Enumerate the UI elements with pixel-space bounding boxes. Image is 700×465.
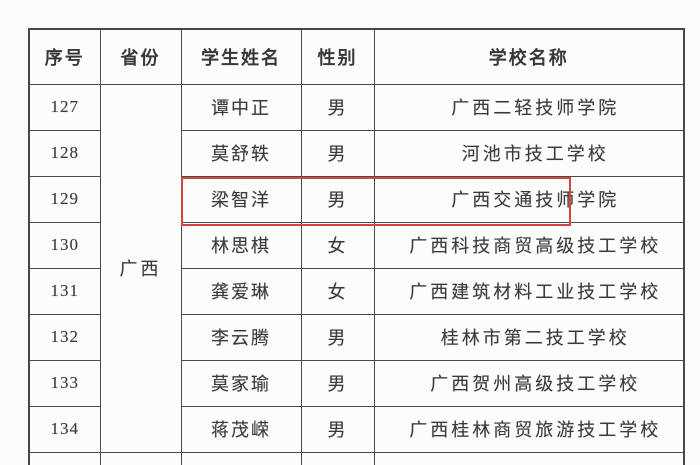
cell-gender: 女 [300, 267, 375, 315]
cell-school [373, 451, 685, 465]
cell-no: 130 [28, 221, 101, 269]
cell-gender: 男 [300, 405, 375, 453]
cell-school: 桂林市第二技工学校 [373, 313, 685, 361]
cell-school: 河池市技工学校 [373, 129, 685, 177]
cell-student-name: 林思棋 [180, 221, 302, 269]
cell-student-name: 李云腾 [180, 313, 302, 361]
cell-no: 131 [28, 267, 101, 315]
cell-school: 广西二轻技师学院 [373, 83, 685, 131]
table-row: 131 龚爱琳 女 广西建筑材料工业技工学校 [28, 267, 685, 315]
table-row-partial [28, 451, 685, 465]
cell-no: 129 [28, 175, 101, 223]
header-no: 序号 [28, 28, 101, 85]
header-school-name: 学校名称 [373, 28, 685, 85]
table-row: 134 蒋茂嵘 男 广西桂林商贸旅游技工学校 [28, 405, 685, 453]
header-province: 省份 [99, 28, 182, 85]
table-row-highlighted: 129 梁智洋 男 广西交通技师学院 [28, 175, 685, 223]
province-merged-cell: 广西 [99, 83, 182, 453]
cell-gender: 男 [300, 359, 375, 407]
cell-gender: 男 [300, 129, 375, 177]
cell-gender: 男 [300, 83, 375, 131]
cell-gender: 男 [300, 313, 375, 361]
header-student-name: 学生姓名 [180, 28, 302, 85]
cell-school: 广西交通技师学院 [373, 175, 685, 223]
cell-student-name: 梁智洋 [180, 175, 302, 223]
table-header-row: 序号 省份 学生姓名 性别 学校名称 [28, 28, 685, 85]
cell-no: 133 [28, 359, 101, 407]
header-gender: 性别 [300, 28, 375, 85]
table-row: 128 莫舒轶 男 河池市技工学校 [28, 129, 685, 177]
student-roster-table: 序号 省份 学生姓名 性别 学校名称 127 广西 谭中正 男 广西二轻技师学院… [28, 28, 685, 465]
cell-student-name: 龚爱琳 [180, 267, 302, 315]
cell-no: 132 [28, 313, 101, 361]
cell-student-name: 蒋茂嵘 [180, 405, 302, 453]
cell-student-name: 莫舒轶 [180, 129, 302, 177]
cell-gender: 男 [300, 175, 375, 223]
cell-school: 广西贺州高级技工学校 [373, 359, 685, 407]
cell-school: 广西科技商贸高级技工学校 [373, 221, 685, 269]
cell-province [99, 451, 182, 465]
cell-student-name [180, 451, 302, 465]
table-row: 130 林思棋 女 广西科技商贸高级技工学校 [28, 221, 685, 269]
cell-gender [300, 451, 375, 465]
cell-no [28, 451, 101, 465]
table-row: 132 李云腾 男 桂林市第二技工学校 [28, 313, 685, 361]
table-row: 127 广西 谭中正 男 广西二轻技师学院 [28, 83, 685, 453]
cell-school: 广西建筑材料工业技工学校 [373, 267, 685, 315]
table-row: 133 莫家瑜 男 广西贺州高级技工学校 [28, 359, 685, 407]
cell-no: 128 [28, 129, 101, 177]
cell-student-name: 谭中正 [180, 83, 302, 131]
cell-no: 134 [28, 405, 101, 453]
cell-school: 广西桂林商贸旅游技工学校 [373, 405, 685, 453]
cell-no: 127 [28, 83, 101, 131]
cell-gender: 女 [300, 221, 375, 269]
cell-student-name: 莫家瑜 [180, 359, 302, 407]
